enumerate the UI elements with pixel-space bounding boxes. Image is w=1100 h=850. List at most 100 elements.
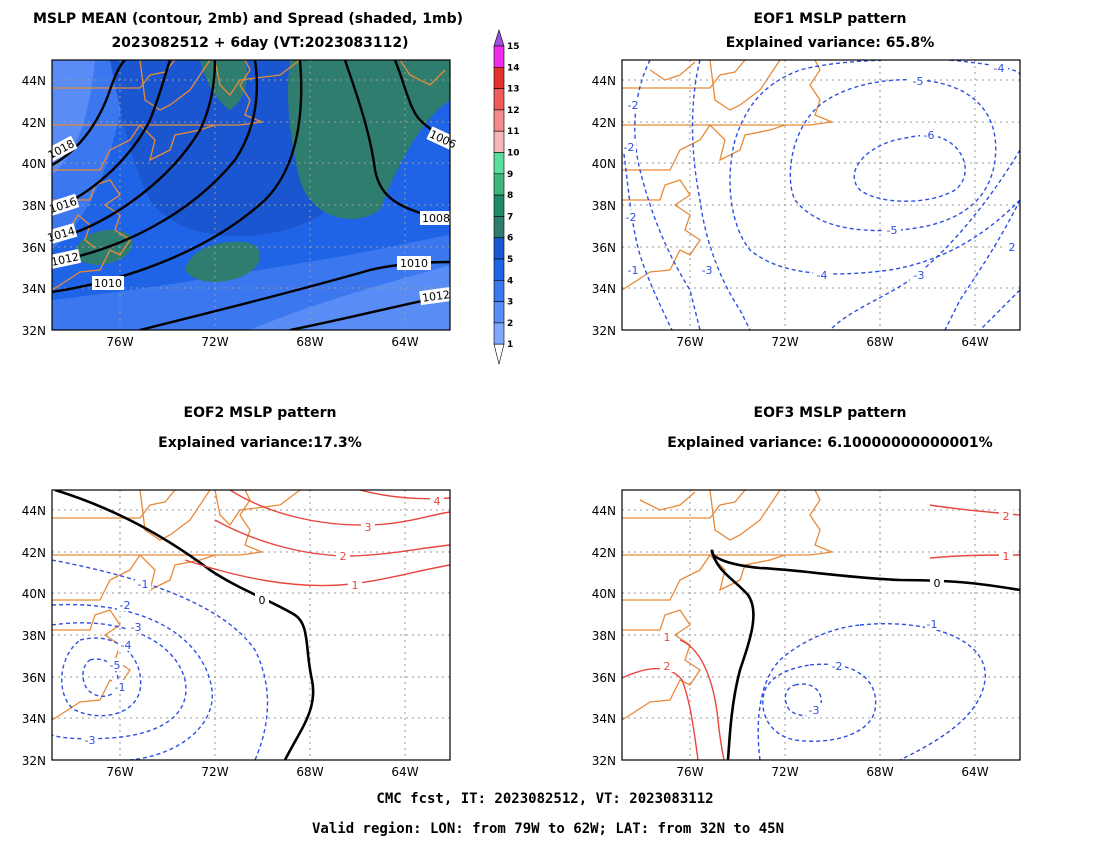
spread-level-3-southeast — [250, 265, 450, 330]
eof2-label-0: 0 — [259, 594, 266, 607]
panel-eof1-subtitle: Explained variance: 65.8% — [726, 35, 935, 51]
eof1-label-minus2-edge: -2 — [624, 141, 635, 154]
panel-spread-subtitle: 2023082512 + 6day (VT:2023083112) — [111, 35, 408, 51]
x-tick-76w: 76W — [676, 765, 703, 779]
colorbar-swatch — [493, 194, 505, 217]
eof3-label-0: 0 — [934, 577, 941, 590]
y-tick-40n: 40N — [22, 157, 46, 171]
y-tick-32n: 32N — [592, 754, 616, 768]
panel-eof2-title: EOF2 MSLP pattern — [184, 405, 337, 421]
y-tick-34n: 34N — [592, 712, 616, 726]
eof1-label-minus5: -5 — [887, 224, 898, 237]
colorbar-label: 3 — [507, 298, 513, 308]
contour-label-1012-east: 1012 — [421, 288, 451, 305]
eof1-contour-minus4 — [729, 60, 1020, 275]
eof1-contour-minus2 — [634, 60, 1020, 330]
panel-eof1-frame — [621, 59, 1021, 331]
eof1-label-minus3-west: -3 — [702, 264, 713, 277]
panel-eof3: EOF3 MSLP pattern Explained variance: 6.… — [592, 405, 1021, 779]
panel-eof2-yticks: 44N 42N 40N 38N 36N 34N 32N — [22, 504, 46, 768]
x-tick-68w: 68W — [866, 335, 893, 349]
y-tick-36n: 36N — [22, 671, 46, 685]
x-tick-72w: 72W — [201, 765, 228, 779]
colorbar-label: 1 — [507, 340, 513, 350]
contour-1016 — [52, 60, 172, 212]
eof2-contour-minus1 — [52, 559, 269, 760]
eof3-label-1: 1 — [664, 631, 671, 644]
eof3-label-minus2: -2 — [832, 660, 843, 673]
eof1-contour-minus6 — [853, 134, 966, 202]
eof3-contour-minus2 — [762, 663, 877, 742]
contour-1012-west — [52, 60, 258, 264]
eof3-negative-contours — [757, 623, 986, 760]
x-tick-76w: 76W — [676, 335, 703, 349]
colorbar-label: 4 — [507, 276, 513, 286]
colorbar-swatch — [493, 130, 505, 153]
y-tick-38n: 38N — [22, 199, 46, 213]
colorbar-swatch — [493, 258, 505, 281]
eof3-label-2-ne: 2 — [1003, 510, 1010, 523]
y-tick-42n: 42N — [22, 116, 46, 130]
colorbar-label: 8 — [507, 191, 513, 201]
y-tick-36n: 36N — [592, 241, 616, 255]
colorbar-swatch — [493, 301, 505, 324]
x-tick-72w: 72W — [771, 335, 798, 349]
eof3-positive-contours — [622, 504, 1020, 760]
eof1-contour-minus1 — [622, 139, 673, 330]
panel-eof1-title: EOF1 MSLP pattern — [754, 11, 907, 27]
y-tick-34n: 34N — [592, 282, 616, 296]
x-tick-76w: 76W — [106, 765, 133, 779]
eof2-label-2: 2 — [340, 550, 347, 563]
y-tick-32n: 32N — [592, 324, 616, 338]
panel-spread-frame — [51, 59, 451, 331]
panel-eof3-title: EOF3 MSLP pattern — [754, 405, 907, 421]
eof1-label-minus2-west: -2 — [626, 211, 637, 224]
contour-1014 — [52, 60, 217, 242]
eof2-label-minus1: -1 — [138, 578, 149, 591]
eof1-label-minus3-east: -3 — [914, 269, 925, 282]
panel-eof3-subtitle: Explained variance: 6.10000000000001% — [667, 435, 992, 451]
y-tick-44n: 44N — [592, 74, 616, 88]
panel-spread-title: MSLP MEAN (contour, 2mb) and Spread (sha… — [33, 11, 463, 27]
eof2-positive-contours — [184, 490, 450, 587]
panel-spread-yticks: 44N 42N 40N 38N 36N 34N 32N — [22, 74, 46, 338]
colorbar-swatch — [493, 67, 505, 89]
eof2-contour-labels: -1 -2 -3 -4 -5 -3 -1 0 1 2 3 4 — [82, 494, 444, 747]
panel-eof2-xticks: 76W 72W 68W 64W — [106, 765, 418, 779]
contour-1008-east — [343, 60, 450, 222]
y-tick-34n: 34N — [22, 712, 46, 726]
colorbar-label: 2 — [507, 319, 513, 329]
panel-spread: MSLP MEAN (contour, 2mb) and Spread (sha… — [22, 11, 463, 349]
colorbar-label: 10 — [507, 149, 520, 159]
eof1-label-minus5-top: -5 — [913, 75, 924, 88]
y-tick-44n: 44N — [22, 74, 46, 88]
eof1-label-minus4-top: -4 — [994, 62, 1005, 75]
colorbar-label: 12 — [507, 106, 520, 116]
eof3-label-2: 2 — [664, 660, 671, 673]
panel-eof2: EOF2 MSLP pattern Explained variance:17.… — [22, 405, 451, 779]
x-tick-72w: 72W — [201, 335, 228, 349]
eof2-label-minus3: -3 — [85, 734, 96, 747]
colorbar-swatch — [493, 216, 505, 238]
y-tick-42n: 42N — [592, 546, 616, 560]
contour-label-1010-south: 1010 — [400, 257, 428, 270]
eof2-coastline — [52, 490, 301, 721]
eof1-label-minus1: -1 — [628, 264, 639, 277]
panel-eof2-frame — [51, 489, 451, 761]
x-tick-68w: 68W — [866, 765, 893, 779]
contour-label-1008: 1008 — [422, 212, 450, 225]
spread-grid — [52, 60, 450, 330]
eof1-label-minus4: -4 — [817, 269, 828, 282]
panel-eof1-xticks: 76W 72W 68W 64W — [676, 335, 988, 349]
footer-valid-region: Valid region: LON: from 79W to 62W; LAT:… — [312, 821, 784, 837]
eof2-label-1: 1 — [352, 579, 359, 592]
eof1-contour-labels: -5 -4 -6 -5 -4 -3 -3 -2 -2 -1 -2 2 — [622, 61, 1020, 282]
x-tick-76w: 76W — [106, 335, 133, 349]
eof2-label-4: 4 — [434, 495, 441, 508]
y-tick-38n: 38N — [22, 629, 46, 643]
spread-coastline — [52, 60, 446, 291]
x-tick-64w: 64W — [391, 335, 418, 349]
y-tick-32n: 32N — [22, 754, 46, 768]
x-tick-64w: 64W — [961, 765, 988, 779]
eof3-zero-contour — [710, 549, 1020, 760]
